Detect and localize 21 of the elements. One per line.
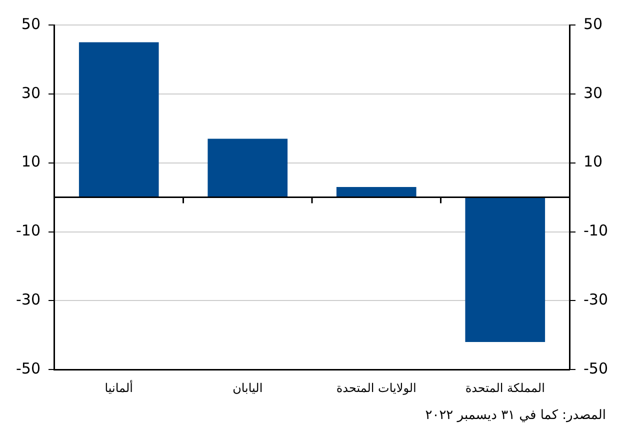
bar bbox=[78, 42, 159, 198]
y2-tick-label: 30 bbox=[584, 84, 603, 102]
y2-tick-label: 10 bbox=[584, 152, 603, 171]
bar bbox=[208, 138, 288, 198]
y2-tick-label: 50 bbox=[584, 14, 603, 33]
x-tick-label: المملكة المتحدة bbox=[465, 380, 545, 395]
x-tick-label: ألمانيا bbox=[104, 380, 133, 395]
x-tick-label: اليابان bbox=[232, 380, 263, 395]
y-tick-label: -50 bbox=[16, 359, 40, 378]
y-tick-label: -10 bbox=[16, 222, 40, 240]
text: المصدر: كما في ٣١ ديسمبر ٢٠٢٢ bbox=[424, 408, 607, 423]
bar bbox=[336, 186, 416, 198]
y-tick-label: 10 bbox=[21, 152, 40, 171]
bar bbox=[465, 197, 546, 342]
y-tick-label: 30 bbox=[21, 84, 40, 102]
y2-tick-label: -50 bbox=[584, 359, 608, 378]
y-tick-label: 50 bbox=[21, 14, 40, 33]
y2-tick-label: -30 bbox=[584, 290, 608, 309]
x-tick-label: الولايات المتحدة bbox=[336, 380, 416, 395]
y2-tick-label: -10 bbox=[584, 222, 608, 240]
y-tick-label: -30 bbox=[16, 290, 40, 309]
